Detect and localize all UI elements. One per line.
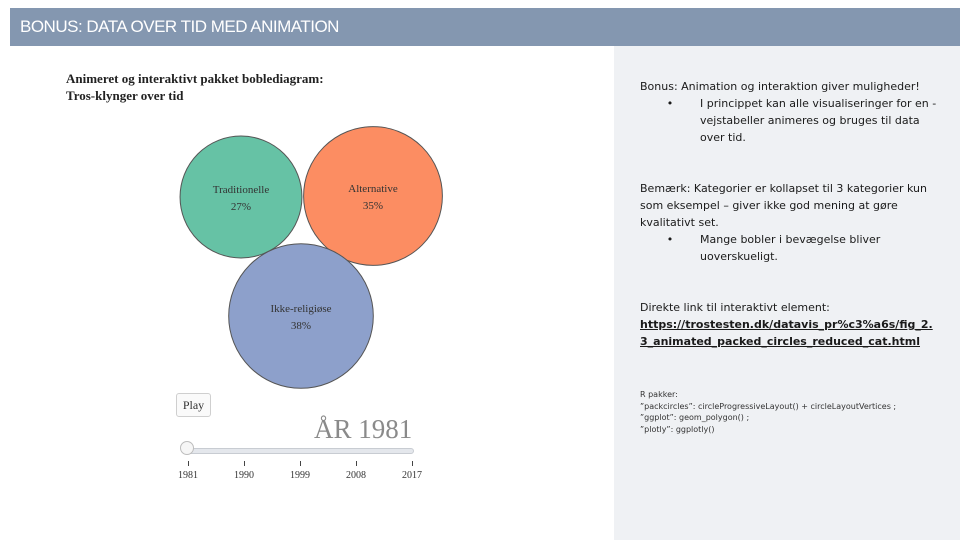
r-packages-line: ”ggplot”: geom_polygon() ; [640,413,750,422]
slider-tick-label: 1999 [290,470,310,481]
slider-tick [300,461,301,466]
bubble-label: Ikke-religiøse [270,303,331,315]
r-packages-text: R pakker: ”packcircles”: circleProgressi… [640,389,940,435]
r-packages-heading: R pakker: [640,390,678,399]
r-packages-line: ”packcircles”: circleProgressiveLayout()… [640,401,897,411]
slider-tick [244,461,245,466]
slider-tick [188,461,189,466]
bubble-value-label: 27% [231,201,251,213]
notes-remark-bullet-text: Mange bobler i bevægelse bliver uoversku… [700,233,881,263]
notes-intro-bullet: • I princippet kan alle visualiseringer … [640,95,940,146]
bubble-label: Traditionelle [213,184,270,196]
bubble-alternative[interactable] [303,126,443,266]
year-slider-handle[interactable] [180,441,194,455]
slider-tick-label: 2017 [402,470,422,481]
notes-panel-background [614,46,960,540]
notes-intro: Bonus: Animation og interaktion giver mu… [640,80,920,93]
notes-link-intro: Direkte link til interaktivt element: [640,301,830,314]
chart-title: Animeret og interaktivt pakket boblediag… [66,70,324,104]
play-button[interactable]: Play [176,393,211,417]
chart-title-line-2: Tros-klynger over tid [66,88,184,103]
slider-tick-label: 1981 [178,470,198,481]
slider-tick [356,461,357,466]
slide-title: BONUS: DATA OVER TID MED ANIMATION [20,17,339,36]
notes-intro-bullet-text: I princippet kan alle visualiseringer fo… [700,97,937,144]
bubble-label: Alternative [348,183,398,195]
year-slider-track[interactable] [188,448,414,454]
notes-remark-bullet: • Mange bobler i bevægelse bliver uovers… [640,231,940,265]
bullet-icon: • [666,97,674,110]
bubble-value-label: 38% [291,320,311,332]
bubble-value-label: 35% [363,200,383,212]
notes-text: Bonus: Animation og interaktion giver mu… [640,78,940,350]
slider-tick-label: 2008 [346,470,366,481]
bullet-icon: • [666,233,674,246]
bubble-traditionelle[interactable] [179,135,303,259]
slider-tick [412,461,413,466]
interactive-element-link[interactable]: https://trostesten.dk/datavis_pr%c3%a6s/… [640,318,933,348]
slide-header: BONUS: DATA OVER TID MED ANIMATION [10,8,960,46]
notes-remark: Bemærk: Kategorier er kollapset til 3 ka… [640,182,927,229]
bubble-ikke-religiøse[interactable] [228,243,374,389]
slider-tick-label: 1990 [234,470,254,481]
r-packages-line: ”plotly”: ggplotly() [640,424,715,434]
year-label: ÅR 1981 [314,414,413,444]
chart-title-line-1: Animeret og interaktivt pakket boblediag… [66,71,324,86]
